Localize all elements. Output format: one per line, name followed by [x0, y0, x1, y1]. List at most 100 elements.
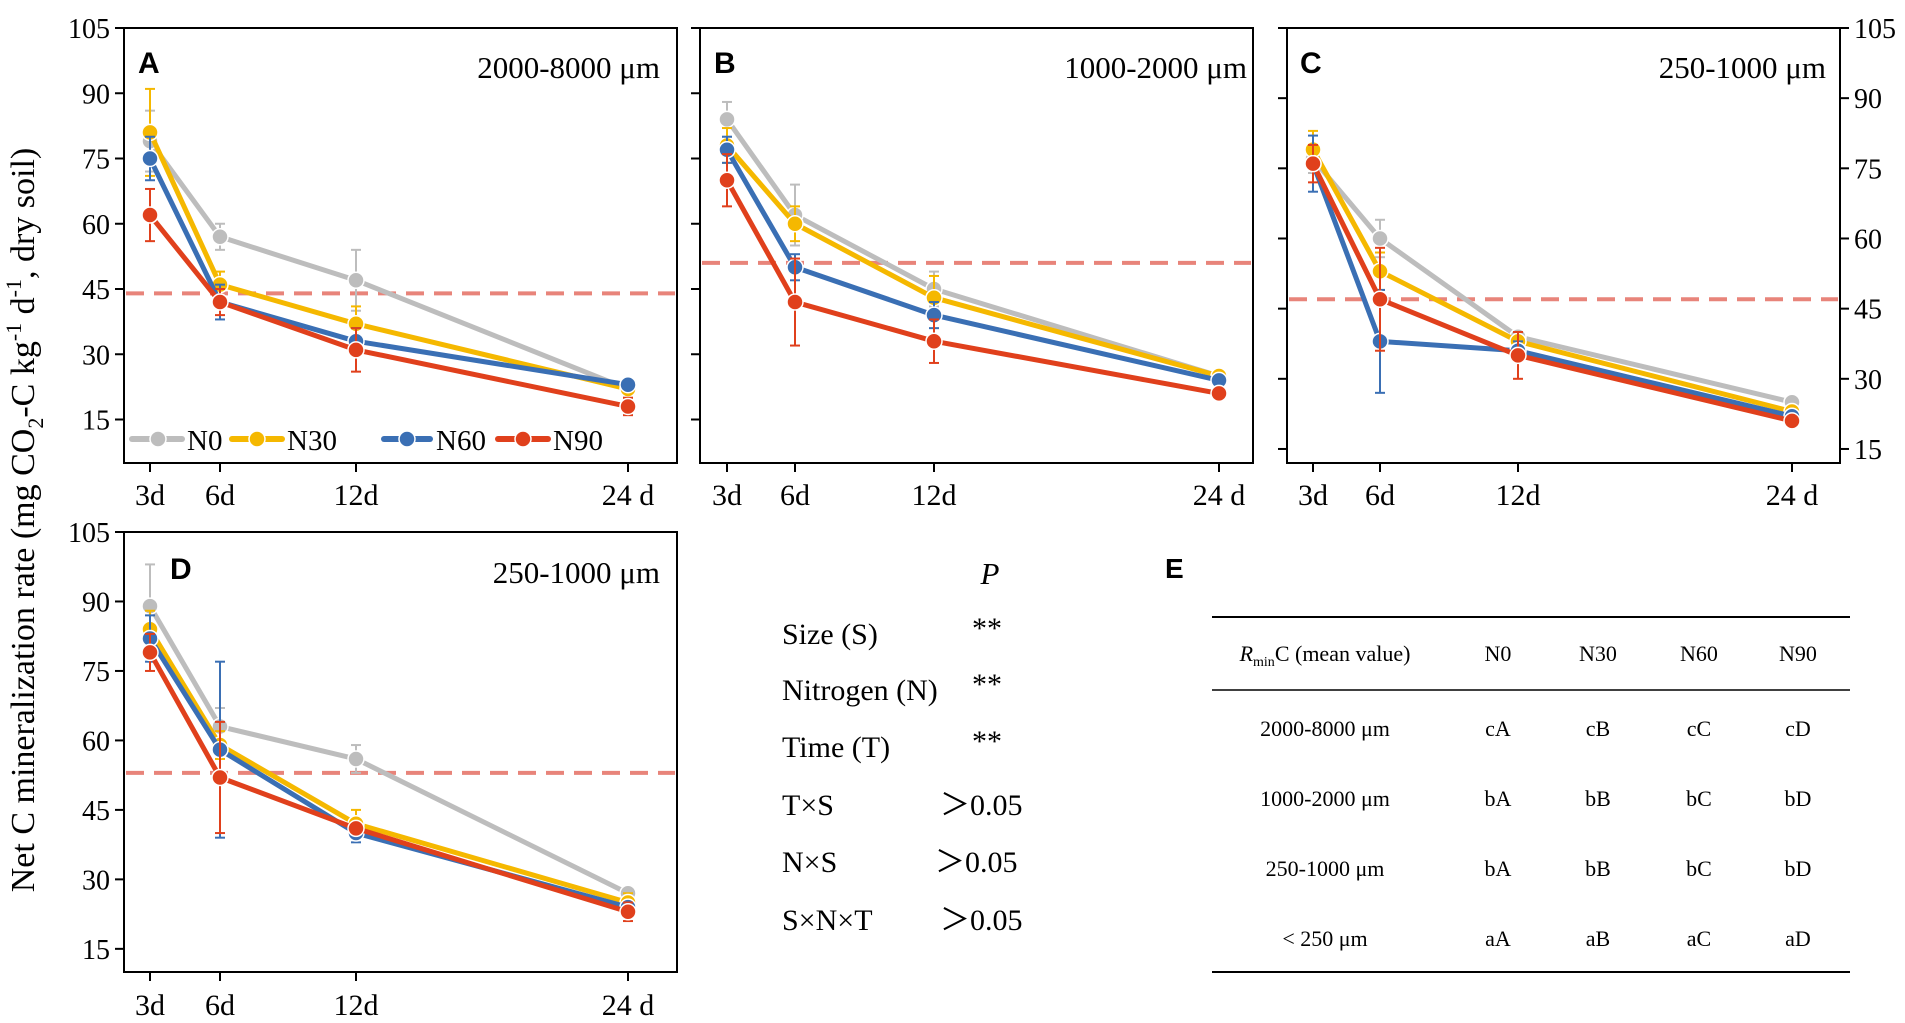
x-tick-label: 24 d	[602, 479, 655, 512]
y-tick-label: 75	[82, 657, 110, 688]
table-cell: bA	[1485, 786, 1512, 811]
y-tick-label: 90	[1854, 84, 1882, 115]
legend-label-n30: N30	[287, 425, 337, 457]
data-point-n90	[1783, 412, 1801, 430]
y-tick-label: 105	[1854, 14, 1896, 45]
table-cell: bC	[1686, 786, 1712, 811]
legend-label-n0: N0	[187, 425, 222, 457]
data-point-n90	[141, 643, 159, 662]
x-tick-label: 12d	[334, 989, 379, 1022]
data-point-n90	[718, 171, 736, 189]
table-e: E RminC (mean value) N0 N30 N60 N90 2000…	[1165, 553, 1850, 973]
table-cell: bD	[1785, 786, 1812, 811]
panel-b-frame	[699, 27, 1254, 464]
data-point-n0	[718, 110, 736, 129]
table-col-header: N30	[1579, 641, 1617, 666]
anova-term: Size (S)	[782, 618, 878, 651]
data-point-n90	[925, 332, 943, 350]
panel-a-title: 2000-8000 μm	[477, 50, 660, 85]
panel-d-frame	[123, 531, 678, 973]
series-line-n60	[1310, 162, 1793, 419]
x-tick-label: 12d	[1496, 479, 1541, 512]
anova-term: Time (T)	[782, 731, 890, 764]
panel-d-letter: D	[170, 553, 192, 586]
table-cell: bA	[1485, 856, 1512, 881]
data-point-n0	[211, 228, 229, 246]
series-line-n90	[1310, 162, 1793, 424]
anova-value: ＞0.05	[940, 904, 1023, 937]
table-cell: bD	[1785, 856, 1812, 881]
y-tick-label: 30	[82, 340, 110, 371]
y-tick-label: 30	[1854, 365, 1882, 396]
table-cell: aC	[1687, 926, 1711, 951]
x-tick-label: 3d	[1298, 479, 1328, 512]
panel-d-chart: D 250-1000 μm 15 30 45 60 75 90 105 3d 6d 12d 24 d	[68, 518, 678, 1022]
data-point-n90	[1371, 290, 1389, 309]
table-row-label: 250-1000 μm	[1266, 856, 1385, 881]
anova-term: T×S	[782, 789, 834, 822]
anova-term: S×N×T	[782, 904, 873, 937]
table-row-label: 2000-8000 μm	[1260, 716, 1390, 741]
data-point-n90	[1210, 384, 1228, 403]
anova-value: ＞0.05	[940, 789, 1023, 822]
panel-d-title: 250-1000 μm	[493, 555, 660, 590]
panel-b-letter: B	[714, 47, 736, 80]
y-tick-label: 75	[1854, 154, 1882, 185]
data-point-n0	[347, 750, 365, 768]
x-tick-label: 12d	[334, 479, 379, 512]
x-tick-label: 24 d	[1193, 479, 1246, 512]
series-line-n60	[724, 148, 1220, 383]
series-line-n90	[148, 213, 629, 409]
data-point-n0	[1371, 229, 1389, 248]
table-cell: cA	[1485, 716, 1511, 741]
y-tick-label: 60	[82, 210, 110, 241]
legend-label-n90: N90	[553, 425, 603, 457]
data-point-n90	[347, 819, 365, 838]
panel-c-letter: C	[1300, 47, 1322, 80]
y-tick-label: 45	[1854, 295, 1882, 326]
anova-summary: P Size (S) ** Nitrogen (N) ** Time (T) *…	[782, 556, 1023, 937]
series-line-n90	[724, 179, 1220, 396]
y-tick-label: 105	[68, 518, 110, 549]
data-point-n0	[347, 271, 365, 290]
y-tick-label: 45	[82, 275, 110, 306]
series-line-n60	[147, 157, 629, 388]
anova-value: **	[972, 612, 1002, 645]
panel-a-legend: N0 N30 N60 N90	[129, 425, 603, 457]
table-cell: cC	[1687, 716, 1711, 741]
table-header-label: RminC (mean value)	[1239, 641, 1411, 670]
data-point-n90	[1509, 346, 1527, 365]
x-tick-label: 6d	[1365, 479, 1395, 512]
x-tick-label: 24 d	[602, 989, 655, 1022]
table-cell: bB	[1585, 856, 1611, 881]
y-tick-label: 90	[82, 587, 110, 618]
series-line-n90	[147, 651, 629, 915]
y-axis-label: Net C mineralization rate (mg CO2-C kg-1…	[1, 148, 48, 893]
table-row-label: < 250 μm	[1282, 926, 1367, 951]
panel-b-chart: B 1000-2000 μm 3d 6d 12d 24 d	[691, 27, 1254, 512]
anova-value: ＞0.05	[935, 846, 1018, 879]
table-cell: bC	[1686, 856, 1712, 881]
series-line-n0	[724, 117, 1220, 379]
data-point-n90	[141, 206, 159, 224]
panel-a-frame	[123, 27, 678, 464]
panel-e-letter: E	[1165, 553, 1184, 584]
x-tick-label: 24 d	[1766, 479, 1819, 512]
table-col-header: N90	[1779, 641, 1817, 666]
series-line-n30	[147, 131, 629, 392]
y-tick-label: 60	[82, 726, 110, 757]
y-tick-label: 15	[1854, 435, 1882, 466]
data-point-n60	[141, 149, 159, 168]
data-point-n90	[211, 768, 229, 787]
table-col-header: N0	[1485, 641, 1512, 666]
panel-c-frame	[1286, 27, 1841, 464]
table-cell: cB	[1586, 716, 1610, 741]
data-point-n90	[786, 293, 804, 311]
series-line-n30	[725, 143, 1220, 379]
y-tick-label: 15	[82, 935, 110, 966]
series-line-n30	[1310, 148, 1793, 414]
legend-marker-n0	[149, 430, 167, 448]
data-point-n60	[619, 375, 637, 394]
table-row-label: 1000-2000 μm	[1260, 786, 1390, 811]
